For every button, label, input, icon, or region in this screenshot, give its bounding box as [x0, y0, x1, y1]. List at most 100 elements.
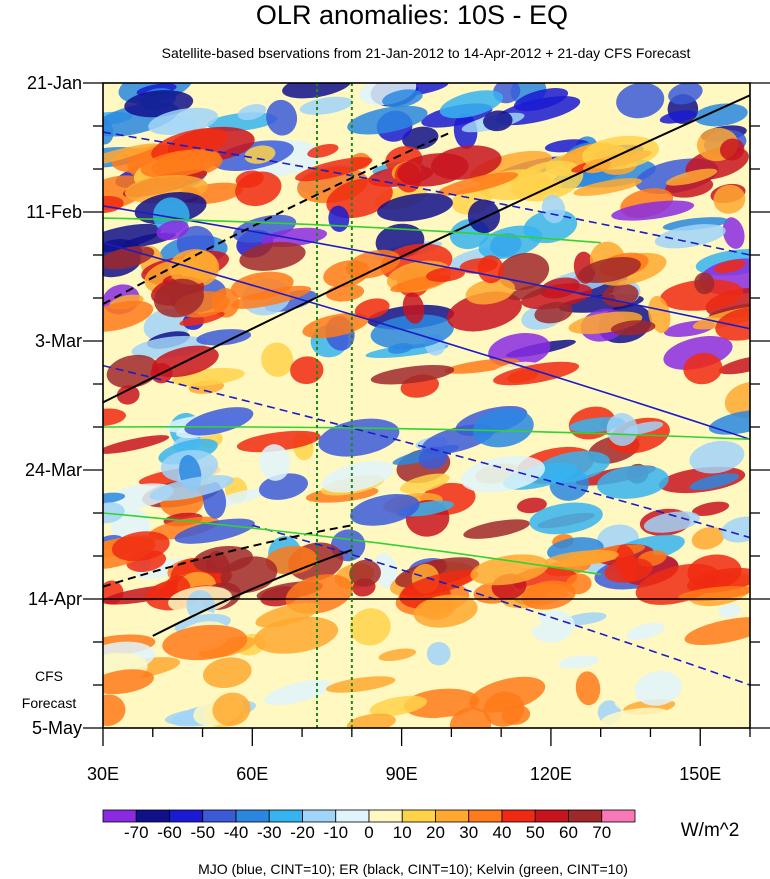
- anomaly-patch: [449, 707, 492, 728]
- anomaly-patch: [662, 217, 729, 231]
- anomaly-patch: [483, 110, 513, 132]
- anomaly-patch: [154, 278, 204, 318]
- colorbar-label: 50: [526, 823, 545, 842]
- anomaly-patch: [689, 473, 740, 491]
- anomaly-patch: [529, 502, 603, 535]
- colorbar-swatch: [601, 809, 636, 823]
- anomaly-patch: [203, 657, 252, 689]
- anomaly-patch: [350, 494, 420, 526]
- anomaly-blobs: [103, 83, 750, 728]
- anomaly-patch: [672, 650, 697, 680]
- anomaly-patch: [397, 153, 469, 187]
- anomaly-patch: [616, 83, 665, 119]
- anomaly-patch: [724, 381, 750, 419]
- anomaly-patch: [402, 292, 425, 324]
- anomaly-patch: [460, 455, 546, 493]
- wave-contour: [252, 524, 750, 686]
- anomaly-patch: [235, 170, 264, 188]
- anomaly-patch: [689, 440, 745, 474]
- anomaly-patch: [174, 518, 255, 544]
- anomaly-patch: [684, 617, 750, 646]
- anomaly-patch: [683, 352, 723, 385]
- anomaly-patch: [156, 220, 189, 241]
- anomaly-patch: [507, 284, 548, 301]
- anomaly-patch: [470, 554, 549, 586]
- anomaly-patch: [196, 329, 252, 346]
- anomaly-patch: [103, 223, 162, 254]
- colorbar-label: 30: [459, 823, 478, 842]
- anomaly-patch: [369, 695, 428, 717]
- anomaly-patch: [601, 707, 668, 725]
- wave-contour: [103, 131, 452, 305]
- x-tick-label: 60E: [236, 764, 268, 784]
- anomaly-patch: [489, 615, 542, 634]
- colorbar-label: -20: [290, 823, 315, 842]
- anomaly-patch: [660, 279, 744, 311]
- anomaly-patch: [694, 103, 748, 127]
- colorbar-label: 0: [364, 823, 373, 842]
- colorbar-swatch: [534, 809, 569, 823]
- anomaly-patch: [255, 602, 320, 628]
- anomaly-patch: [207, 112, 278, 131]
- x-tick-label: 30E: [87, 764, 119, 784]
- anomaly-patch: [692, 501, 730, 516]
- anomaly-patch: [373, 552, 398, 589]
- colorbar-label: -30: [257, 823, 282, 842]
- anomaly-patch: [544, 549, 619, 567]
- anomaly-patch: [643, 511, 700, 533]
- x-tick-label: 150E: [679, 764, 721, 784]
- anomaly-patch: [377, 193, 453, 222]
- anomaly-patch: [687, 554, 742, 589]
- y-axis: 21-Jan 11-Feb 3-Mar 24-Mar 14-Apr 5-May: [25, 73, 770, 738]
- anomaly-patch: [602, 283, 639, 307]
- anomaly-patch: [103, 195, 124, 214]
- anomaly-patch: [347, 105, 428, 135]
- anomaly-patch: [401, 570, 479, 597]
- colorbar-swatch: [501, 809, 536, 823]
- forecast-label-line1: CFS: [35, 668, 63, 684]
- forecast-label-line2: Forecast: [22, 695, 77, 711]
- wave-contour: [103, 524, 352, 588]
- anomaly-patch: [575, 671, 601, 706]
- anomaly-patch: [103, 492, 126, 504]
- anomaly-patch: [446, 291, 522, 332]
- plot-frame: [102, 82, 751, 729]
- anomaly-patch: [264, 679, 332, 706]
- anomaly-patch: [103, 669, 154, 695]
- anomaly-patch: [168, 249, 218, 285]
- anomaly-patch: [604, 557, 653, 583]
- anomaly-patch: [400, 473, 450, 494]
- anomaly-patch: [244, 145, 276, 164]
- heatmap-field: [102, 82, 751, 729]
- anomaly-patch: [606, 413, 638, 446]
- anomaly-patch: [116, 385, 140, 405]
- anomaly-patch: [111, 531, 170, 562]
- x-axis: 30E 60E 90E 120E 150E: [87, 728, 751, 784]
- anomaly-patch: [290, 356, 324, 385]
- colorbar-label: -40: [224, 823, 249, 842]
- anomaly-patch: [531, 610, 575, 643]
- anomaly-patch: [718, 603, 741, 618]
- anomaly-patch: [668, 83, 703, 105]
- anomaly-patch: [722, 217, 745, 249]
- wave-contour: [103, 131, 750, 256]
- y-tick-label: 21-Jan: [27, 73, 82, 93]
- anomaly-patch: [678, 586, 750, 602]
- colorbar-swatch: [368, 809, 403, 823]
- anomaly-patch: [261, 342, 294, 377]
- anomaly-patch: [106, 354, 159, 389]
- anomaly-patch: [123, 687, 182, 703]
- anomaly-patch: [610, 320, 656, 336]
- anomaly-patch: [465, 278, 515, 305]
- anomaly-patch: [426, 641, 451, 666]
- anomaly-patch: [472, 408, 534, 448]
- anomaly-patch: [513, 88, 569, 112]
- colorbar: -70 -60 -50 -40 -30 -20 -10 0 10 20 30 40 50 60 70: [102, 809, 636, 842]
- anomaly-patch: [349, 559, 381, 587]
- anomaly-patch: [634, 670, 682, 706]
- colorbar-swatch: [135, 809, 170, 823]
- anomaly-patch: [541, 194, 566, 224]
- anomaly-patch: [578, 257, 641, 283]
- anomaly-patch: [212, 692, 251, 727]
- colorbar-swatch: [302, 809, 337, 823]
